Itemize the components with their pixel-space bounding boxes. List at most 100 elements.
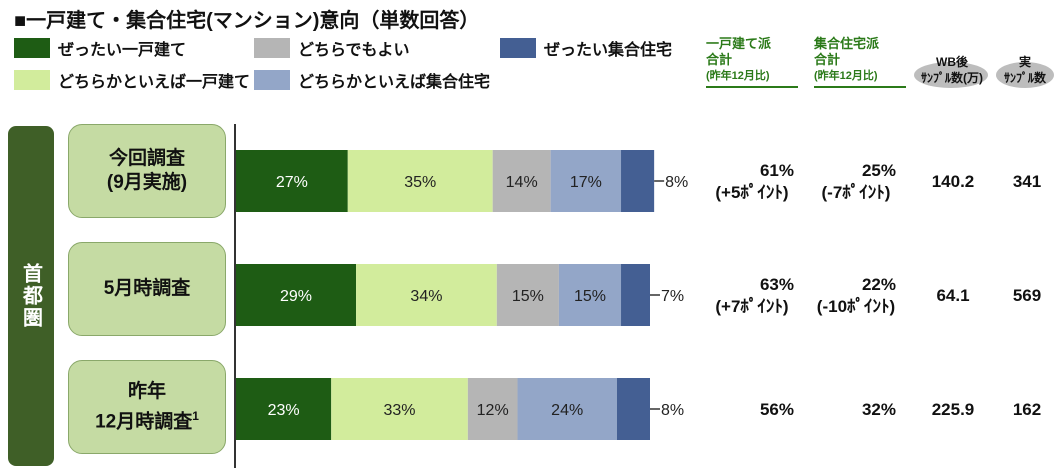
legend-label: どちらでもよい: [298, 42, 410, 59]
table-cell-house-sum: 61% (+5ﾎﾟｲﾝﾄ): [700, 160, 804, 204]
header-line: 合計: [706, 52, 733, 67]
bar-segment: [550, 150, 622, 212]
table-cell-house-sum: 63% (+7ﾎﾟｲﾝﾄ): [700, 274, 804, 318]
data-label: 29%: [280, 288, 312, 305]
chart-title: ■一戸建て・集合住宅(マンション)意向（単数回答）: [14, 10, 480, 32]
data-label: 24%: [551, 402, 583, 419]
cell-value: 56%: [759, 400, 794, 419]
cell-diff: (-10ﾎﾟｲﾝﾄ): [816, 297, 896, 316]
table-cell-wb: 225.9: [912, 399, 994, 421]
legend-item-rather-house: どちらかといえば一戸建て: [14, 68, 250, 92]
row-label-main: 昨年 12月時調査: [95, 380, 193, 433]
cell-value: 22%: [861, 275, 896, 294]
legend-item-either: どちらでもよい: [254, 36, 410, 60]
bar-segment: [356, 264, 497, 326]
row-label-text: 昨年 12月時調査1: [95, 380, 199, 434]
cell-diff: (+5ﾎﾟｲﾝﾄ): [715, 183, 789, 202]
cell-value: 162: [1012, 400, 1042, 419]
table-cell-real: 162: [996, 399, 1058, 421]
legend-label: どちらかといえば集合住宅: [298, 74, 491, 91]
legend-swatch: [14, 70, 50, 90]
legend-item-rather-apartment: どちらかといえば集合住宅: [254, 68, 490, 92]
legend-item-definitely-house: ぜったい一戸建て: [14, 36, 186, 60]
bar-segment: [467, 378, 518, 440]
table-cell-apt-sum: 22% (-10ﾎﾟｲﾝﾄ): [806, 274, 906, 318]
bar-segment: [492, 150, 551, 212]
table-cell-wb: 64.1: [912, 285, 994, 307]
bar-segment: [558, 264, 622, 326]
table-cell-apt-sum: 25% (-7ﾎﾟｲﾝﾄ): [806, 160, 906, 204]
data-label: 8%: [665, 174, 688, 191]
row-label-text: 今回調査 (9月実施): [106, 148, 188, 193]
cell-value: 341: [1012, 172, 1042, 191]
cell-diff: (+7ﾎﾟｲﾝﾄ): [715, 297, 789, 316]
legend-swatch: [254, 70, 290, 90]
data-label: 7%: [661, 288, 684, 305]
region-label: 首都圏: [8, 126, 54, 466]
bar-segment: [347, 150, 493, 212]
cell-value: 140.2: [931, 172, 975, 191]
data-label: 12%: [477, 402, 509, 419]
bar-segment: [621, 264, 650, 326]
bar-segment: [616, 378, 650, 440]
header-line: 一戸建て派: [706, 36, 772, 51]
legend-label: ぜったい集合住宅: [544, 42, 673, 59]
legend-item-definitely-apartment: ぜったい集合住宅: [500, 36, 672, 60]
data-label: 23%: [268, 402, 300, 419]
header-line: (昨年12月比): [814, 70, 878, 82]
bar-segment: [331, 378, 468, 440]
row-label-current: 今回調査 (9月実施): [68, 124, 226, 218]
footnote-mark: 1: [192, 408, 199, 423]
header-oval: [914, 62, 988, 88]
table-cell-apt-sum: 32%: [806, 399, 906, 421]
data-label: 8%: [661, 402, 684, 419]
data-label: 34%: [410, 288, 442, 305]
header-line: WB後: [936, 55, 968, 69]
data-label: 33%: [384, 402, 416, 419]
data-label: 27%: [276, 174, 308, 191]
cell-value: 61%: [759, 161, 794, 180]
cell-value: 25%: [861, 161, 896, 180]
header-wb-sample: WB後 ｻﾝﾌﾟﾙ数(万): [904, 54, 1000, 86]
data-label: 35%: [404, 174, 436, 191]
row-label-text: 5月時調査: [103, 278, 191, 299]
header-real-sample: 実 ｻﾝﾌﾟﾙ数: [992, 54, 1058, 86]
data-label: 17%: [570, 174, 602, 191]
data-label: 15%: [574, 288, 606, 305]
bar-segment: [517, 378, 617, 440]
legend-label: どちらかといえば一戸建て: [58, 74, 251, 91]
header-line: 集合住宅派: [814, 36, 880, 51]
header-oval: [996, 62, 1054, 88]
table-cell-wb: 140.2: [912, 171, 994, 193]
table-cell-house-sum: 56%: [700, 399, 804, 421]
legend-label: ぜったい一戸建て: [58, 42, 187, 59]
header-house-sum: 一戸建て派 合計 (昨年12月比): [706, 36, 798, 88]
legend-swatch: [254, 38, 290, 58]
bar-segment: [236, 264, 357, 326]
legend-swatch: [500, 38, 536, 58]
header-line: 実: [1018, 55, 1031, 69]
cell-value: 225.9: [931, 400, 975, 419]
header-line: ｻﾝﾌﾟﾙ数(万): [921, 71, 983, 85]
data-label: 14%: [506, 174, 538, 191]
header-line: ｻﾝﾌﾟﾙ数: [1003, 71, 1046, 85]
data-label: 15%: [512, 288, 544, 305]
legend-swatch: [14, 38, 50, 58]
row-label-last-december: 昨年 12月時調査1: [68, 360, 226, 454]
region-text: 首都圏: [19, 263, 42, 329]
cell-value: 569: [1012, 286, 1042, 305]
header-line: 合計: [814, 52, 841, 67]
cell-value: 32%: [861, 400, 896, 419]
cell-diff: (-7ﾎﾟｲﾝﾄ): [821, 183, 891, 202]
cell-value: 64.1: [936, 286, 970, 305]
table-cell-real: 341: [996, 171, 1058, 193]
header-line: (昨年12月比): [706, 70, 770, 82]
bar-segment: [236, 378, 332, 440]
bar-segment: [496, 264, 559, 326]
row-label-may: 5月時調査: [68, 242, 226, 336]
category-axis-line: [234, 124, 236, 468]
cell-value: 63%: [759, 275, 794, 294]
header-apartment-sum: 集合住宅派 合計 (昨年12月比): [814, 36, 906, 88]
bar-segment: [621, 150, 655, 212]
